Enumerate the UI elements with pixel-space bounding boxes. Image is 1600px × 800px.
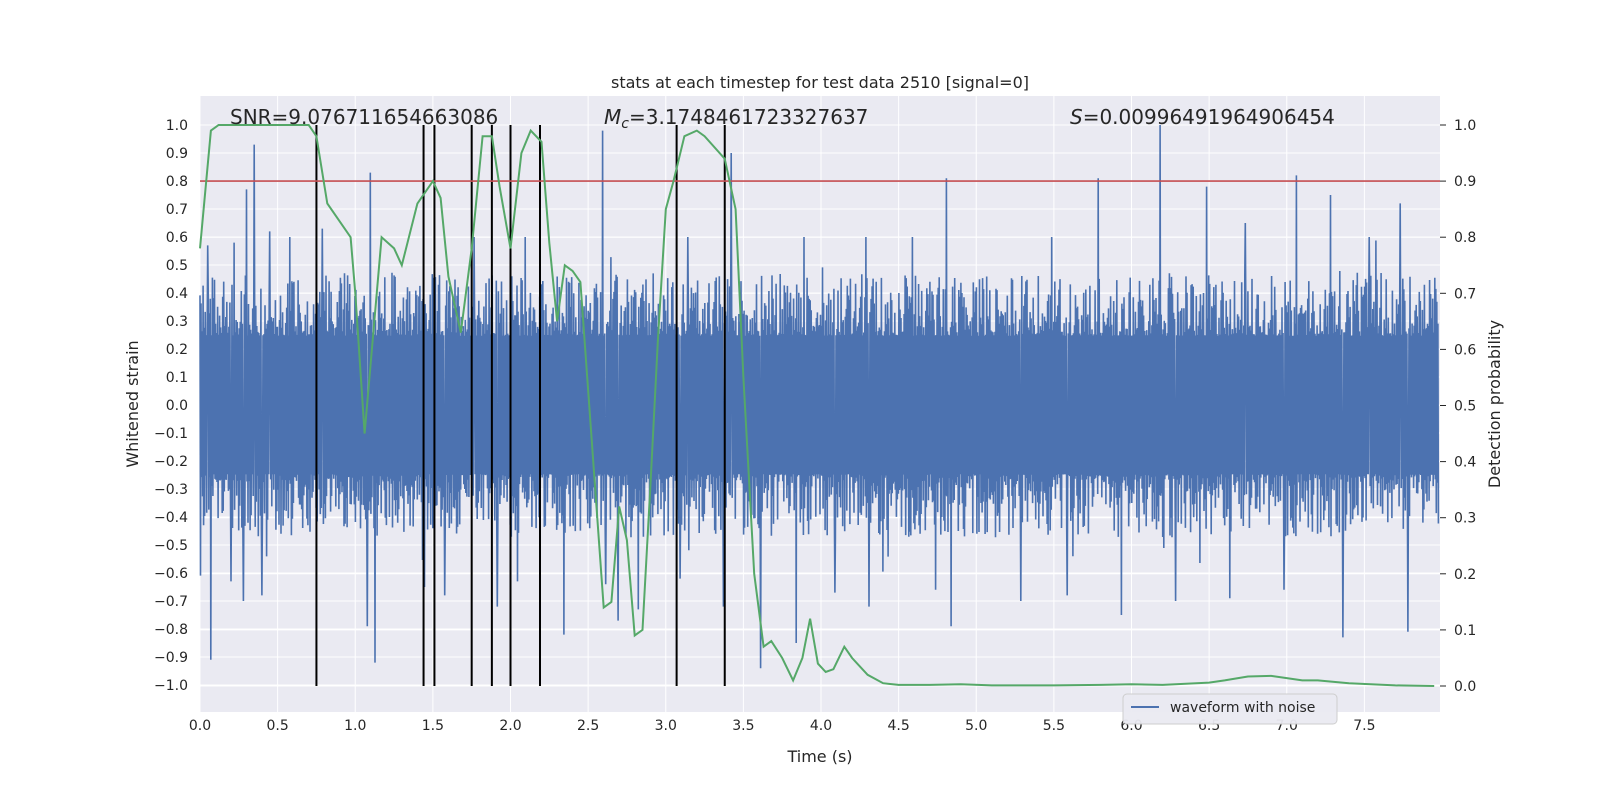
detection-series: [199, 124, 1435, 687]
y-tick-label: −0.2: [154, 454, 188, 470]
x-axis-label: Time (s): [786, 747, 852, 766]
y2-tick-label: 1.0: [1454, 118, 1476, 134]
y-axis-ticks: 1.0 0.9 0.8 0.7 0.6 0.5 0.4 0.3 0.2 0.1 0.0 −0.1 −0.…: [154, 118, 188, 694]
y-tick-label: 0.6: [166, 230, 188, 246]
vertical-markers: [315, 125, 726, 686]
y-tick-label: −1.0: [154, 678, 188, 694]
s-annotation: S=0.00996491964906454: [1070, 105, 1335, 129]
x-tick-label: 3.0: [655, 718, 677, 734]
y2-axis-label: Detection probability: [1485, 320, 1504, 488]
y2-tick-label: 0.1: [1454, 623, 1476, 639]
y2-tick-label: 0.7: [1454, 286, 1476, 302]
y-tick-label: 0.0: [166, 398, 188, 414]
s-value: =0.00996491964906454: [1083, 105, 1335, 129]
y-tick-label: 0.1: [166, 370, 188, 386]
legend: waveform with noise: [1122, 693, 1338, 725]
y-tick-label: −0.8: [154, 622, 188, 638]
y2-tick-label: 0.4: [1454, 455, 1476, 471]
y-tick-label: −0.4: [154, 510, 188, 526]
chart-title: stats at each timestep for test data 251…: [611, 73, 1029, 92]
waveform-line: [199, 124, 1440, 669]
y-tick-label: 0.3: [166, 314, 188, 330]
y-tick-label: 0.2: [166, 342, 188, 358]
snr-annotation: SNR=9.076711654663086: [230, 105, 498, 129]
legend-label: waveform with noise: [1170, 700, 1315, 716]
x-tick-label: 4.0: [810, 718, 832, 734]
y-tick-label: −0.9: [154, 650, 188, 666]
y2-tick-label: 0.0: [1454, 679, 1476, 695]
y-tick-label: −0.3: [154, 482, 188, 498]
x-tick-label: 2.5: [577, 718, 599, 734]
x-tick-label: 2.0: [499, 718, 521, 734]
detection-line: [199, 124, 1435, 687]
waveform-series: [199, 124, 1440, 669]
y-tick-label: 0.7: [166, 202, 188, 218]
legend-box: [1122, 693, 1338, 725]
y-tick-label: −0.7: [154, 594, 188, 610]
y-tick-label: −0.6: [154, 566, 188, 582]
y-tick-label: 0.5: [166, 258, 188, 274]
x-tick-label: 0.5: [266, 718, 288, 734]
x-tick-label: 3.5: [732, 718, 754, 734]
y2-tick-label: 0.8: [1454, 230, 1476, 246]
x-tick-label: 1.5: [422, 718, 444, 734]
chirp-mass-annotation: Mc=3.1748461723327637: [604, 105, 868, 132]
y-tick-label: 0.8: [166, 174, 188, 190]
y-axis-label: Whitened strain: [123, 340, 142, 467]
chirp-mass-value: =3.1748461723327637: [629, 105, 868, 129]
x-tick-label: 5.0: [965, 718, 987, 734]
y-tick-label: −0.1: [154, 426, 188, 442]
y2-tick-label: 0.9: [1454, 174, 1476, 190]
y2-tick-label: 0.3: [1454, 511, 1476, 527]
chirp-mass-symbol: M: [604, 105, 621, 129]
x-tick-label: 7.5: [1353, 718, 1375, 734]
chirp-mass-subscript: c: [621, 116, 629, 132]
x-tick-label: 5.5: [1043, 718, 1065, 734]
y2-tick-label: 0.2: [1454, 567, 1476, 583]
s-symbol: S: [1070, 105, 1083, 129]
x-tick-label: 4.5: [887, 718, 909, 734]
y2-axis-ticks: 1.0 0.9 0.8 0.7 0.6 0.5 0.4 0.3 0.2 0.1 0.0: [1440, 118, 1476, 695]
x-tick-label: 1.0: [344, 718, 366, 734]
y-tick-label: −0.5: [154, 538, 188, 554]
x-tick-label: 0.0: [189, 718, 211, 734]
y2-tick-label: 0.6: [1454, 342, 1476, 358]
y-tick-label: 1.0: [166, 118, 188, 134]
y2-tick-label: 0.5: [1454, 399, 1476, 415]
y-tick-label: 0.9: [166, 146, 188, 162]
y-tick-label: 0.4: [166, 286, 188, 302]
